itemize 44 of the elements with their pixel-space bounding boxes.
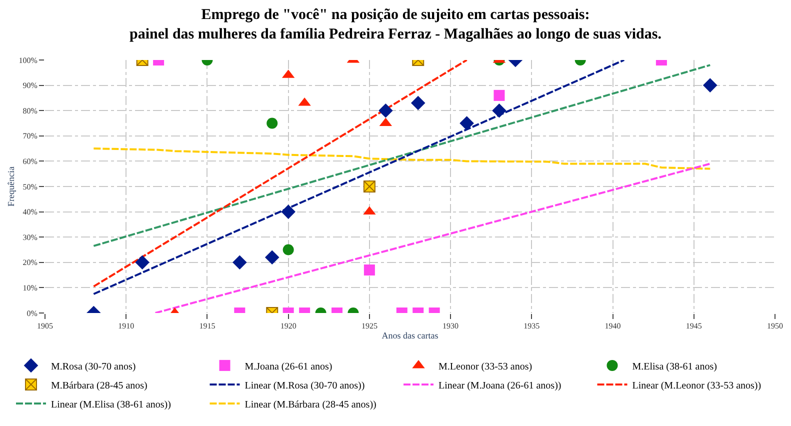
point: [492, 103, 506, 118]
y-tick-label: 20%: [22, 258, 38, 268]
y-tick-label: 80%: [22, 106, 38, 116]
y-tick-label: 100%: [18, 56, 38, 65]
x-tick-label: 1920: [280, 322, 296, 331]
y-tick-label: 60%: [22, 157, 38, 166]
point: [702, 78, 718, 92]
y-tick-label: 0%: [26, 308, 38, 318]
x-tick-label: 1940: [604, 322, 621, 331]
x-tick-label: 1915: [199, 322, 216, 331]
x-tick-label: 1945: [686, 322, 702, 331]
y-tick-label: 70%: [22, 132, 38, 141]
x-tick-label: 1925: [361, 322, 378, 331]
legend-label: M.Rosa (30-70 anos): [51, 361, 136, 372]
y-tick-label: 40%: [22, 208, 38, 217]
legend-label: M.Elisa (38-61 anos): [632, 361, 717, 372]
y-tick-label: 50%: [22, 182, 38, 192]
point: [363, 180, 376, 192]
x-tick-label: 1905: [37, 322, 53, 331]
point: [266, 118, 278, 129]
point: [460, 116, 474, 130]
y-tick-label: 90%: [22, 81, 38, 90]
point: [378, 103, 393, 118]
legend-label: M.Joana (26-61 anos): [244, 361, 332, 372]
x-tick-label: 1910: [118, 322, 134, 331]
legend-label: Linear (M.Joana (26-61 anos)): [438, 380, 562, 392]
legend-label: Linear (M.Leonor (33-53 anos)): [632, 380, 762, 392]
legend-label: Linear (M.Elisa (38-61 anos)): [51, 399, 171, 410]
legend-label: M.Bárbara (28-45 anos): [51, 380, 148, 392]
line-series: [92, 148, 712, 170]
point: [410, 96, 426, 110]
x-tick-label: 1950: [767, 322, 783, 331]
x-tick-label: 1935: [524, 322, 540, 331]
legend-label: Linear (M.Rosa (30-70 anos)): [244, 380, 365, 392]
y-axis-title: Frequência: [6, 166, 16, 206]
point: [281, 204, 296, 219]
legend-label: Linear (M.Bárbara (28-45 anos)): [244, 399, 376, 410]
y-tick-label: 30%: [22, 232, 38, 242]
point: [494, 90, 505, 101]
legend-label: M.Leonor (33-53 anos): [438, 361, 532, 372]
chart-title: Emprego de "você" na posição de sujeito em cartas pessoais: painel das mulheres da família Pedreira Ferraz - Magalhães ao longo de suas vidas.: [130, 7, 662, 43]
x-axis-title: Anos das cartas: [382, 330, 439, 340]
x-tick-label: 1930: [442, 322, 459, 331]
y-tick-label: 10%: [22, 284, 38, 292]
